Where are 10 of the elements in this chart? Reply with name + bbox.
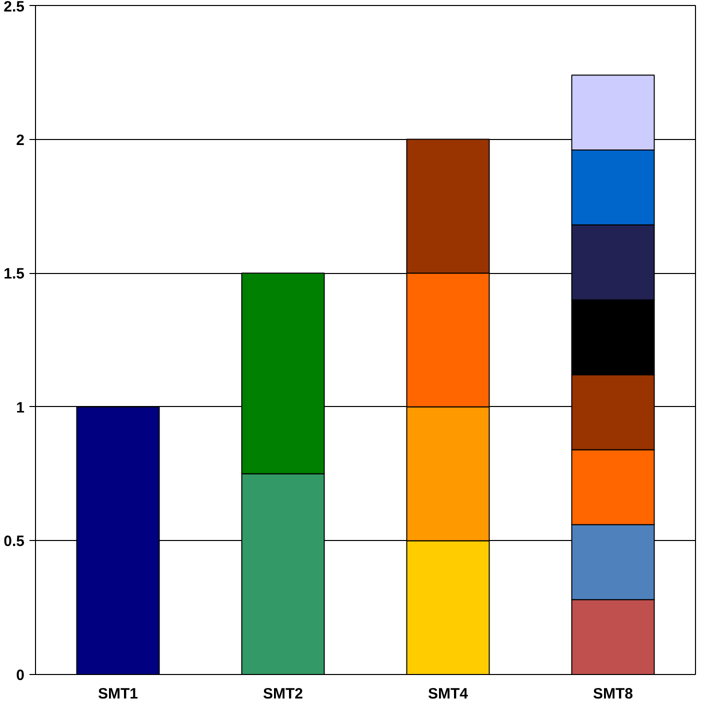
y-tick-label: 1.5: [4, 266, 25, 283]
y-tick-label: 2: [16, 132, 24, 149]
y-tick-label: 1: [16, 399, 24, 416]
x-tick-label: SMT2: [263, 686, 304, 702]
y-tick-label: 2.5: [4, 0, 25, 16]
x-tick-label: SMT1: [98, 686, 138, 702]
x-tick-label: SMT8: [593, 686, 634, 702]
x-tick-label: SMT4: [428, 686, 469, 702]
y-tick-label: 0.5: [4, 533, 25, 550]
y-tick-label: 0: [16, 667, 24, 684]
